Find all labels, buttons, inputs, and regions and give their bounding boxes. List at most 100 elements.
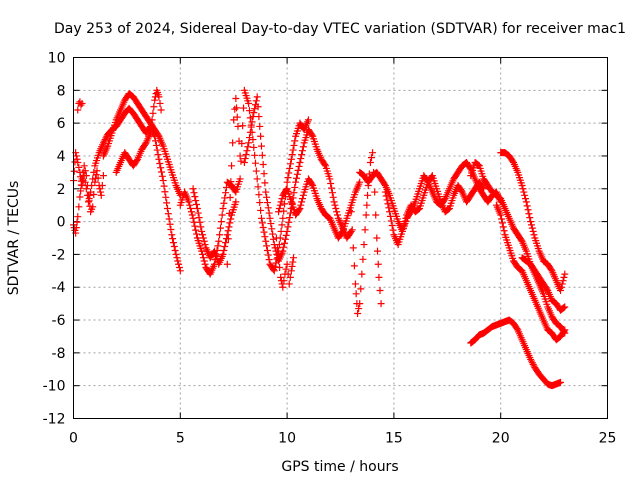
data-point [529, 227, 537, 235]
grid-layer [73, 57, 608, 419]
series-arc-o [467, 159, 569, 337]
data-point [371, 188, 379, 196]
data-point [247, 123, 255, 131]
data-point [164, 210, 172, 218]
data-point [284, 174, 292, 182]
data-point [279, 283, 287, 291]
data-point [223, 231, 231, 239]
data-point [225, 223, 233, 231]
data-point [266, 214, 274, 222]
data-point [235, 137, 243, 145]
data-point [297, 201, 305, 209]
data-point [273, 244, 281, 252]
series-arc-r [467, 316, 565, 390]
y-tick-label: -12 [43, 412, 66, 428]
data-point [185, 198, 193, 206]
data-point [78, 99, 86, 107]
data-point [358, 270, 366, 278]
data-point [282, 231, 290, 239]
data-point [257, 206, 265, 214]
data-point [497, 211, 505, 219]
data-point [513, 325, 521, 333]
data-point [89, 203, 97, 211]
data-point [249, 113, 257, 121]
data-point [291, 183, 299, 191]
data-point [362, 211, 370, 219]
data-point [385, 204, 393, 212]
data-point [224, 227, 232, 235]
series-arc-g [189, 185, 240, 268]
data-point [277, 198, 285, 206]
data-point [400, 221, 408, 229]
data-point [198, 247, 206, 255]
data-point [270, 241, 278, 249]
data-point [232, 198, 240, 206]
data-point [195, 214, 203, 222]
data-point [275, 204, 283, 212]
data-point [285, 169, 293, 177]
data-point [398, 227, 406, 235]
data-point [298, 151, 306, 159]
data-point [192, 197, 200, 205]
data-point [479, 183, 487, 191]
data-point [561, 303, 569, 311]
data-point [85, 197, 93, 205]
data-point [498, 215, 506, 223]
data-point [498, 219, 506, 227]
data-point [283, 178, 291, 186]
data-point [288, 151, 296, 159]
data-point [286, 164, 294, 172]
data-point [254, 183, 262, 191]
data-point [259, 223, 267, 231]
data-point [279, 247, 287, 255]
data-point [155, 93, 163, 101]
series-arc-c [70, 162, 107, 237]
data-point [289, 146, 297, 154]
y-tick-label: 0 [57, 215, 66, 231]
data-point [188, 211, 196, 219]
x-tick-label: 15 [385, 431, 403, 447]
data-point [474, 161, 482, 169]
data-point [74, 106, 82, 114]
data-point [509, 157, 517, 165]
data-point [81, 167, 89, 175]
series-arc-b [74, 98, 86, 114]
data-point [226, 194, 234, 202]
data-point [560, 273, 568, 281]
data-point [445, 205, 453, 213]
series-arc-q [497, 149, 569, 295]
data-point [243, 147, 251, 155]
data-point [285, 280, 293, 288]
data-point [225, 209, 233, 217]
data-point [361, 226, 369, 234]
data-point [280, 277, 288, 285]
data-point [308, 180, 316, 188]
data-point [527, 355, 535, 363]
data-point [269, 230, 277, 238]
data-point [227, 178, 235, 186]
data-point [444, 206, 452, 214]
data-point [260, 228, 268, 236]
data-point [94, 174, 102, 182]
data-point [521, 195, 529, 203]
data-point [77, 101, 85, 109]
data-point [99, 139, 107, 147]
data-point [271, 263, 279, 271]
data-point [257, 214, 265, 222]
data-point [399, 224, 407, 232]
data-point [231, 187, 239, 195]
data-point [376, 287, 384, 295]
data-point [246, 107, 254, 115]
data-point [527, 221, 535, 229]
data-point [220, 246, 228, 254]
data-point [333, 208, 341, 216]
data-point [289, 258, 297, 266]
data-point [256, 122, 264, 130]
data-point [517, 236, 525, 244]
data-point [192, 226, 200, 234]
data-point [199, 250, 207, 258]
data-point [201, 241, 209, 249]
series-arc-p [492, 201, 569, 344]
data-point [292, 174, 300, 182]
data-point [224, 235, 232, 243]
